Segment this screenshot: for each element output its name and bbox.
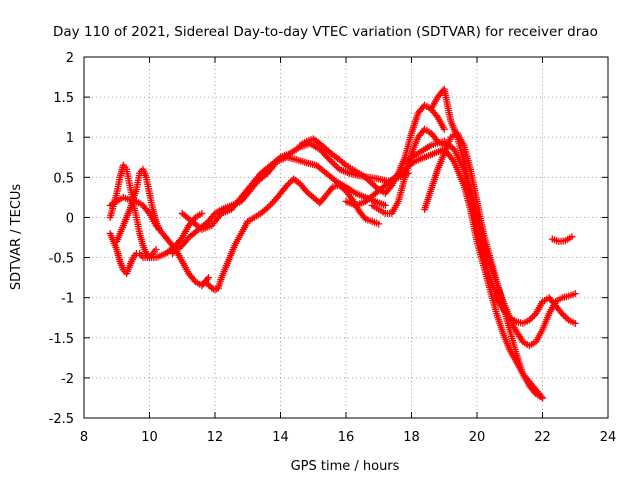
y-tick-label: -0.5 — [49, 252, 74, 267]
data-point — [285, 180, 293, 188]
data-point — [177, 235, 185, 243]
data-point — [204, 274, 212, 282]
data-point — [568, 233, 576, 241]
y-tick-label: -1.5 — [49, 332, 74, 347]
data-point — [286, 178, 294, 186]
data-point — [331, 160, 339, 168]
data-point — [152, 246, 160, 254]
x-tick-label: 24 — [600, 430, 617, 445]
data-point — [283, 181, 291, 189]
data-point — [363, 175, 371, 183]
data-point — [263, 204, 271, 212]
y-tick-label: 1.5 — [53, 91, 74, 106]
x-tick-label: 16 — [338, 430, 355, 445]
data-point — [327, 157, 335, 165]
y-axis-title: SDTVAR / TECUs — [9, 184, 24, 291]
data-point — [211, 286, 219, 294]
data-point — [204, 281, 212, 289]
series-track-4 — [113, 165, 163, 246]
data-point — [560, 311, 568, 319]
data-point — [340, 160, 348, 168]
data-point — [409, 159, 417, 167]
x-tick-label: 20 — [469, 430, 486, 445]
data-point — [563, 315, 571, 323]
data-marks — [106, 85, 579, 402]
y-tick-labels: -2.5 -2 -1.5 -1 -0.5 0 0.5 1 1.5 2 — [49, 51, 74, 427]
y-tick-label: -2 — [61, 372, 74, 387]
data-point — [571, 319, 579, 327]
series-track-14 — [548, 233, 576, 246]
data-point — [198, 209, 206, 217]
y-tick-label: 0.5 — [53, 171, 74, 186]
x-tick-label: 8 — [80, 430, 88, 445]
data-point — [334, 164, 342, 172]
data-point — [331, 176, 339, 184]
data-point — [332, 162, 340, 170]
data-point — [367, 178, 375, 186]
series-track-12 — [427, 85, 579, 327]
data-point — [275, 155, 283, 163]
series-track-3 — [106, 161, 160, 262]
y-tick-label: -1 — [61, 292, 74, 307]
y-tick-label: 0 — [66, 211, 74, 226]
data-point — [440, 125, 448, 133]
data-point — [381, 201, 389, 209]
series-track-13 — [421, 129, 546, 402]
x-tick-label: 14 — [272, 430, 289, 445]
x-axis-title: GPS time / hours — [291, 459, 400, 474]
y-tick-label: 2 — [66, 51, 74, 66]
data-point — [527, 315, 535, 323]
data-point — [571, 290, 579, 298]
data-point — [375, 220, 383, 228]
data-point — [267, 201, 275, 209]
x-tick-label: 22 — [534, 430, 551, 445]
data-point — [525, 316, 533, 324]
x-tick-label: 12 — [207, 430, 224, 445]
data-point — [558, 310, 566, 318]
data-point — [326, 156, 334, 164]
data-point — [561, 313, 569, 321]
data-point — [203, 279, 211, 287]
data-point — [329, 159, 337, 167]
chart-title: Day 110 of 2021, Sidereal Day-to-day VTE… — [53, 24, 598, 40]
data-point — [362, 173, 370, 181]
data-point — [324, 154, 332, 162]
series-track-5 — [201, 175, 383, 294]
data-point — [530, 311, 538, 319]
x-tick-labels: 8 10 12 14 16 18 20 22 24 — [80, 430, 616, 445]
data-point — [432, 112, 440, 120]
data-point — [529, 313, 537, 321]
data-point — [262, 205, 270, 213]
y-tick-label: -2.5 — [49, 412, 74, 427]
y-tick-label: 1 — [66, 131, 74, 146]
data-point — [155, 225, 163, 233]
x-tick-label: 10 — [141, 430, 158, 445]
data-point — [539, 394, 546, 402]
data-point — [365, 177, 373, 185]
x-tick-label: 18 — [403, 430, 420, 445]
data-point — [208, 284, 216, 292]
ticks — [83, 56, 609, 419]
data-point — [201, 278, 209, 286]
data-point — [265, 202, 273, 210]
